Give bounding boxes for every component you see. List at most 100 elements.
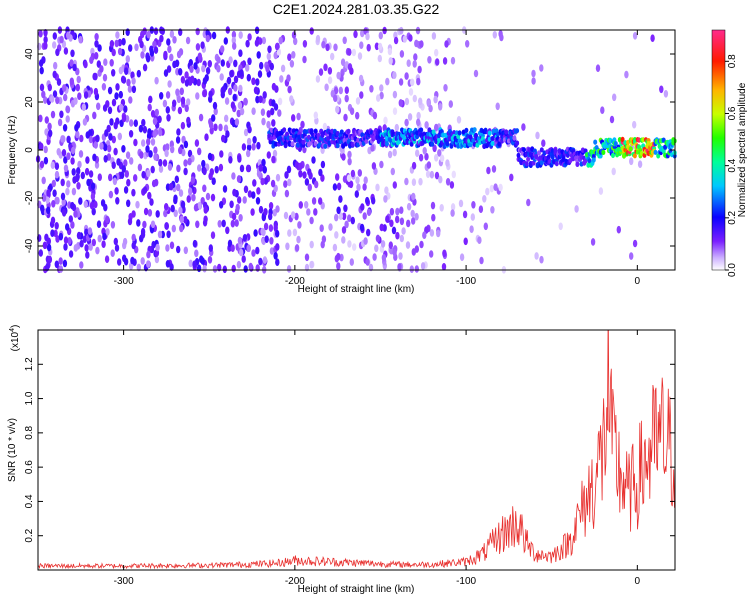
heatmap-cell	[434, 154, 439, 162]
heatmap-cell	[393, 36, 399, 45]
heatmap-cell	[289, 60, 295, 68]
colorbar-tick-label: 0.2	[727, 210, 738, 224]
heatmap-cell	[371, 162, 377, 170]
heatmap-cell	[86, 178, 91, 187]
heatmap-cell	[659, 85, 664, 94]
heatmap-cell	[117, 258, 122, 266]
heatmap-cell	[108, 133, 113, 141]
heatmap-cell	[61, 84, 67, 92]
heatmap-cell	[322, 122, 328, 131]
heatmap-cell	[251, 191, 256, 199]
heatmap-cell	[136, 219, 141, 227]
heatmap-cell	[186, 116, 191, 125]
heatmap-cell	[399, 217, 405, 226]
heatmap-cell	[405, 241, 411, 249]
heatmap-cell	[277, 97, 283, 106]
heatmap-cell	[435, 58, 440, 66]
heatmap-cell	[50, 161, 55, 169]
heatmap-cell	[611, 167, 616, 176]
heatmap-cell	[328, 223, 333, 231]
heatmap-cell	[297, 221, 302, 229]
heatmap-cell	[389, 219, 394, 228]
heatmap-band-cell	[504, 129, 509, 135]
x-tick-label: -300	[114, 576, 134, 587]
heatmap-cell	[184, 104, 189, 113]
heatmap-cell	[438, 175, 443, 184]
heatmap-cell	[362, 212, 367, 220]
heatmap-cell	[38, 114, 43, 123]
x-tick-label: -100	[456, 276, 476, 287]
heatmap-cell	[166, 38, 171, 46]
heatmap-cell	[150, 220, 156, 229]
heatmap-cell	[127, 217, 133, 226]
heatmap-cell	[151, 179, 157, 188]
heatmap-cell	[363, 237, 368, 245]
heatmap-cell	[94, 33, 99, 41]
heatmap-cell	[211, 114, 216, 122]
heatmap-cell	[418, 97, 423, 106]
heatmap-cell	[362, 183, 367, 191]
heatmap-cell	[200, 41, 205, 49]
heatmap-cell	[269, 237, 274, 245]
heatmap-cell	[53, 229, 58, 238]
heatmap-cell	[304, 178, 310, 186]
heatmap-cell	[73, 244, 79, 252]
heatmap-band-cell	[534, 153, 539, 160]
heatmap-cell	[218, 163, 224, 172]
heatmap-cell	[109, 118, 114, 126]
heatmap-cell	[383, 195, 388, 203]
heatmap-cell	[138, 124, 144, 133]
heatmap-cell	[349, 67, 354, 75]
heatmap-cell	[228, 156, 233, 164]
heatmap-cell	[68, 215, 74, 223]
heatmap-cell	[245, 39, 250, 48]
x-tick-label: -200	[285, 276, 305, 287]
heatmap-cell	[178, 206, 183, 215]
heatmap-cell	[387, 150, 393, 159]
heatmap-cell	[459, 253, 465, 261]
heatmap-cell	[271, 155, 276, 164]
heatmap-cell	[50, 110, 56, 119]
heatmap-band-cell	[601, 149, 606, 155]
heatmap-cell	[60, 178, 65, 187]
heatmap-cell	[222, 265, 227, 274]
heatmap-band-cell	[427, 127, 432, 133]
heatmap-cell	[113, 237, 119, 246]
heatmap-cell	[456, 116, 462, 124]
heatmap-cell	[205, 29, 210, 37]
heatmap-cell	[539, 255, 544, 264]
colorbar-gradient	[711, 29, 726, 271]
heatmap-cell	[71, 187, 77, 196]
heatmap-cell	[105, 228, 110, 236]
heatmap-cell	[378, 31, 383, 40]
heatmap-band-cell	[274, 141, 278, 147]
heatmap-cell	[238, 49, 243, 57]
heatmap-cell	[412, 60, 417, 68]
heatmap-cell	[48, 129, 53, 138]
heatmap-cell	[263, 222, 269, 231]
heatmap-cell	[46, 237, 51, 246]
x-tick-label: 0	[635, 576, 641, 587]
heatmap-cell	[255, 78, 260, 86]
heatmap-cell	[245, 64, 250, 72]
heatmap-cell	[344, 94, 349, 103]
heatmap-cell	[164, 149, 169, 158]
heatmap-cell	[261, 158, 266, 167]
heatmap-cell	[65, 105, 71, 114]
heatmap-cell	[96, 220, 102, 228]
heatmap-cell	[304, 253, 310, 262]
heatmap-cell	[148, 150, 153, 158]
heatmap-band-cell	[663, 144, 668, 150]
heatmap-cell	[119, 171, 125, 179]
heatmap-cell	[89, 56, 94, 64]
heatmap-cell	[183, 140, 189, 149]
heatmap-cell	[296, 235, 301, 244]
heatmap-cell	[432, 144, 437, 153]
heatmap-cell	[42, 241, 48, 250]
heatmap-cell	[243, 185, 249, 194]
heatmap-cell	[372, 111, 378, 120]
heatmap-cell	[133, 138, 138, 147]
heatmap-band-cell	[282, 127, 287, 133]
heatmap-cell	[162, 99, 168, 108]
